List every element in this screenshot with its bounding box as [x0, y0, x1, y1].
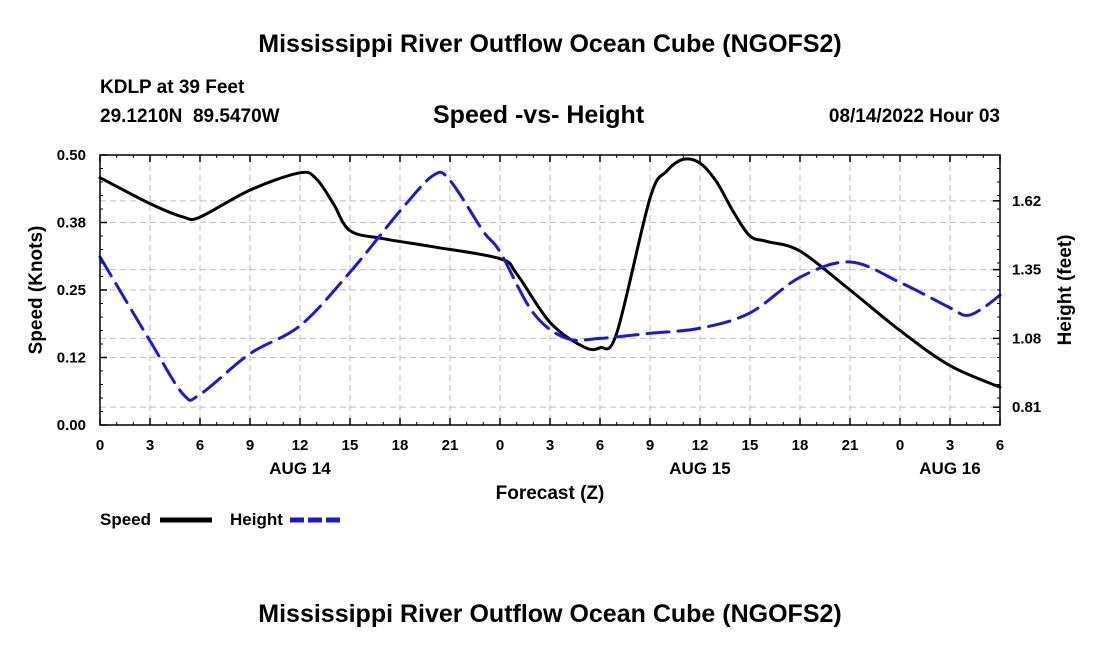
x-tick-label: 18 [792, 437, 809, 454]
datetime-label: 08/14/2022 Hour 03 [828, 106, 1000, 127]
y2-tick-label: 1.62 [1012, 193, 1041, 210]
series-layer [98, 157, 1002, 402]
x-tick-label: 12 [692, 437, 709, 454]
y2-axis-title: Height (feet) [1055, 234, 1076, 346]
x-tick-label: 21 [842, 437, 859, 454]
y-tick-label: 0.50 [57, 147, 86, 164]
footer-title: Mississippi River Outflow Ocean Cube (NG… [258, 600, 842, 628]
x-tick-label: 0 [496, 437, 504, 454]
y2-tick-label: 1.08 [1012, 330, 1041, 347]
y-axis-title: Speed (Knots) [26, 225, 47, 355]
station-label: KDLP at 39 Feet [100, 77, 245, 98]
date-label: AUG 15 [669, 459, 730, 478]
chart-subtitle: Speed -vs- Height [433, 101, 645, 129]
x-axis-title: Forecast (Z) [495, 483, 605, 504]
y2-tick-label: 0.81 [1012, 399, 1041, 416]
legend-speed-label: Speed [100, 510, 152, 529]
coordinates-label: 29.1210N 89.5470W [100, 106, 280, 127]
x-tick-label: 0 [896, 437, 904, 454]
legend-speed-swatch [160, 517, 212, 523]
axes: 0 3 6 9 12 15 18 21 0 3 6 9 12 15 18 21 0 3 6 AUG 14 AUG 15 A… [57, 147, 1041, 478]
x-tick-label: 6 [596, 437, 604, 454]
x-tick-label: 18 [392, 437, 409, 454]
main-title: Mississippi River Outflow Ocean Cube (NG… [258, 30, 842, 58]
x-tick-label: 21 [442, 437, 459, 454]
y2-tick-label: 1.35 [1012, 262, 1041, 279]
grid [100, 155, 1000, 425]
x-tick-label: 3 [946, 437, 954, 454]
legend-height-label: Height [230, 510, 283, 529]
x-tick-label: 9 [646, 437, 654, 454]
series-speed-line [98, 157, 1002, 389]
y-tick-label: 0.12 [57, 350, 86, 367]
x-tick-label: 6 [196, 437, 204, 454]
y-tick-label: 0.00 [57, 417, 86, 434]
legend-height-swatch [290, 517, 342, 523]
x-tick-label: 9 [246, 437, 254, 454]
x-tick-label: 15 [342, 437, 359, 454]
date-label: AUG 14 [269, 459, 331, 478]
x-tick-label: 6 [996, 437, 1004, 454]
x-tick-label: 0 [96, 437, 104, 454]
x-tick-label: 3 [146, 437, 154, 454]
x-tick-label: 12 [292, 437, 309, 454]
x-tick-label: 3 [546, 437, 554, 454]
date-label: AUG 16 [919, 459, 980, 478]
series-height-line [98, 170, 1002, 402]
x-tick-label: 15 [742, 437, 759, 454]
y-tick-label: 0.25 [57, 282, 86, 299]
y-tick-label: 0.38 [57, 215, 86, 232]
